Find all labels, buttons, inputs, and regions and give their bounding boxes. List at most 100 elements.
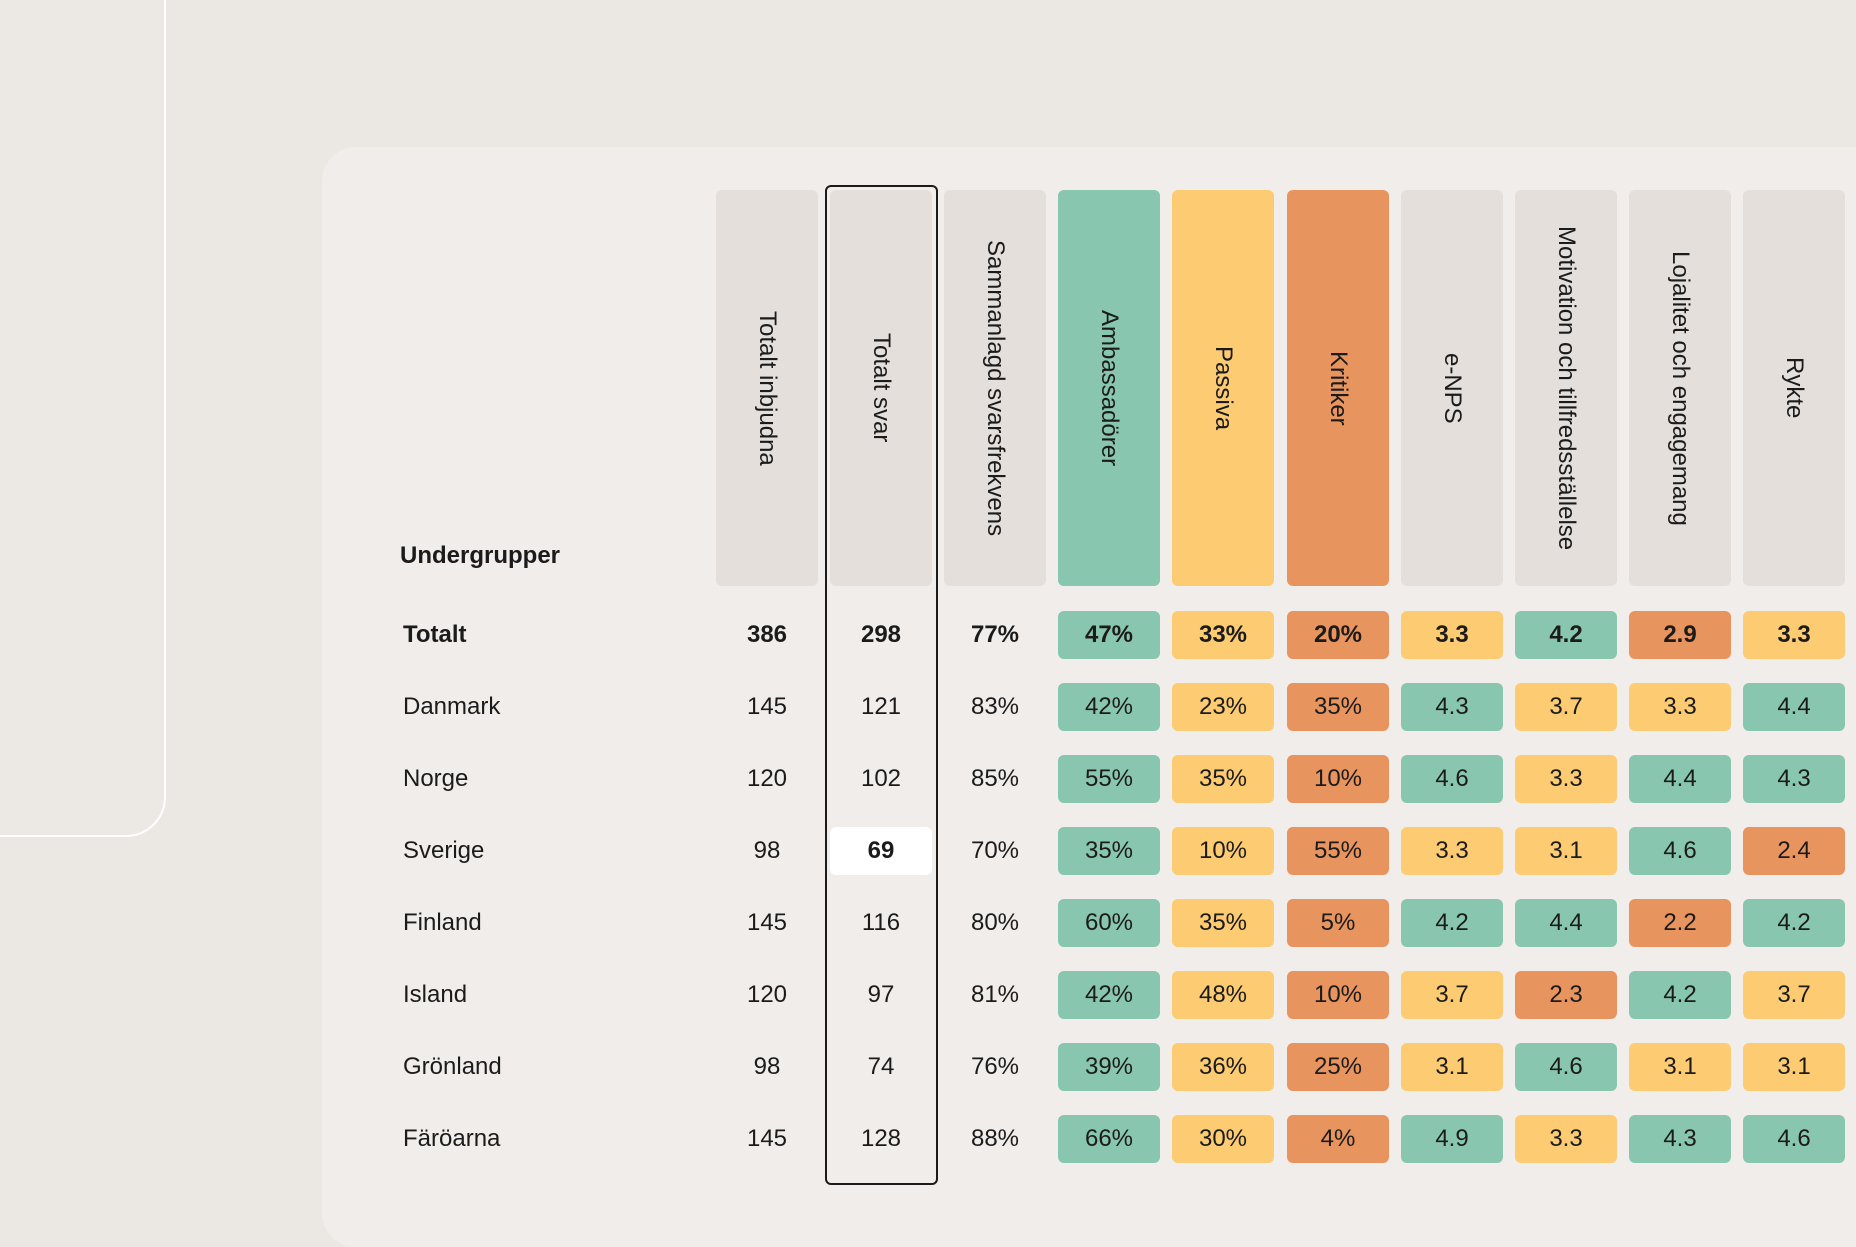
table-cell: 102 [860, 765, 902, 792]
row-label: Finland [403, 909, 482, 936]
table-cell: 30% [1172, 1115, 1274, 1163]
table-cell: 4.6 [1743, 1115, 1845, 1163]
column-header[interactable]: Kritiker [1287, 190, 1389, 586]
table-cell: 25% [1287, 1043, 1389, 1091]
column-header-label: Ambassadörer [1096, 309, 1123, 467]
row-label: Danmark [403, 693, 501, 720]
table-cell: 88% [970, 1125, 1020, 1152]
table-cell: 70% [970, 837, 1020, 864]
table-cell: 4.6 [1629, 827, 1731, 875]
table-cell: 3.7 [1515, 683, 1617, 731]
table-cell: 35% [1287, 683, 1389, 731]
table-cell: 47% [1058, 611, 1160, 659]
selected-column-outline [825, 185, 938, 1185]
column-header-label: e-NPS [1439, 352, 1466, 424]
column-header-label: Totalt inbjudna [754, 310, 781, 466]
table-cell: 298 [860, 621, 902, 648]
table-cell: 2.4 [1743, 827, 1845, 875]
column-header[interactable]: e-NPS [1401, 190, 1503, 586]
column-header-label: Passiva [1210, 345, 1237, 431]
row-label: Sverige [403, 837, 485, 864]
subgroups-heading: Undergrupper [400, 542, 561, 569]
table-cell: 386 [746, 621, 788, 648]
table-cell: 80% [970, 909, 1020, 936]
table-cell: 74 [867, 1053, 895, 1080]
table-cell: 3.3 [1629, 683, 1731, 731]
table-cell: 128 [860, 1125, 902, 1152]
table-cell: 98 [753, 837, 781, 864]
table-cell: 4.6 [1515, 1043, 1617, 1091]
table-cell: 42% [1058, 971, 1160, 1019]
column-header[interactable]: Lojalitet och engagemang [1629, 190, 1731, 586]
column-header[interactable]: Passiva [1172, 190, 1274, 586]
table-cell: 3.1 [1629, 1043, 1731, 1091]
column-header[interactable]: Rykte [1743, 190, 1845, 586]
table-cell: 3.3 [1515, 755, 1617, 803]
table-cell: 20% [1287, 611, 1389, 659]
table-cell: 3.1 [1401, 1043, 1503, 1091]
table-cell: 4.4 [1743, 683, 1845, 731]
table-cell: 3.1 [1743, 1043, 1845, 1091]
column-header-label: Lojalitet och engagemang [1667, 250, 1694, 526]
table-cell: 3.7 [1743, 971, 1845, 1019]
table-cell: 35% [1172, 899, 1274, 947]
table-cell: 2.2 [1629, 899, 1731, 947]
table-cell: 85% [970, 765, 1020, 792]
row-label: Grönland [403, 1053, 502, 1080]
table-cell: 3.3 [1401, 827, 1503, 875]
table-cell: 4.9 [1401, 1115, 1503, 1163]
row-label: Norge [403, 765, 469, 792]
table-cell: 4.2 [1743, 899, 1845, 947]
table-cell: 83% [970, 693, 1020, 720]
table-cell: 4.3 [1743, 755, 1845, 803]
table-cell: 42% [1058, 683, 1160, 731]
table-cell: 4.3 [1629, 1115, 1731, 1163]
table-cell: 69 [830, 827, 932, 875]
column-header[interactable]: Totalt inbjudna [716, 190, 818, 586]
table-cell: 35% [1058, 827, 1160, 875]
table-cell: 4.4 [1629, 755, 1731, 803]
column-header-label: Totalt svar [868, 333, 895, 443]
column-header-label: Sammanlagd svarsfrekvens [982, 239, 1009, 537]
table-cell: 3.7 [1401, 971, 1503, 1019]
table-cell: 145 [746, 1125, 788, 1152]
table-cell: 66% [1058, 1115, 1160, 1163]
table-cell: 120 [746, 765, 788, 792]
table-cell: 81% [970, 981, 1020, 1008]
table-cell: 55% [1287, 827, 1389, 875]
table-cell: 3.1 [1515, 827, 1617, 875]
table-cell: 76% [970, 1053, 1020, 1080]
row-label: Totalt [403, 621, 467, 648]
column-header-label: Kritiker [1325, 350, 1352, 426]
table-cell: 116 [861, 909, 901, 936]
table-cell: 4.2 [1629, 971, 1731, 1019]
column-header[interactable]: Ambassadörer [1058, 190, 1160, 586]
table-cell: 2.9 [1629, 611, 1731, 659]
table-cell: 10% [1172, 827, 1274, 875]
table-cell: 4.3 [1401, 683, 1503, 731]
column-header[interactable]: Motivation och tillfredsställelse [1515, 190, 1617, 586]
table-cell: 10% [1287, 755, 1389, 803]
column-header-label: Rykte [1781, 357, 1808, 419]
table-cell: 3.3 [1401, 611, 1503, 659]
table-cell: 97 [867, 981, 895, 1008]
table-cell: 120 [746, 981, 788, 1008]
table-cell: 36% [1172, 1043, 1274, 1091]
table-cell: 3.3 [1743, 611, 1845, 659]
table-cell: 4.2 [1401, 899, 1503, 947]
table-cell: 48% [1172, 971, 1274, 1019]
column-header-label: Motivation och tillfredsställelse [1553, 225, 1580, 551]
table-cell: 39% [1058, 1043, 1160, 1091]
table-cell: 4.2 [1515, 611, 1617, 659]
table-cell: 145 [746, 693, 788, 720]
table-cell: 10% [1287, 971, 1389, 1019]
table-cell: 98 [753, 1053, 781, 1080]
table-cell: 33% [1172, 611, 1274, 659]
table-cell: 4.4 [1515, 899, 1617, 947]
column-header[interactable]: Totalt svar [830, 190, 932, 586]
row-label: Island [403, 981, 468, 1008]
table-cell: 77% [970, 621, 1020, 648]
column-header[interactable]: Sammanlagd svarsfrekvens [944, 190, 1046, 586]
table-cell: 60% [1058, 899, 1160, 947]
table-cell: 145 [746, 909, 788, 936]
